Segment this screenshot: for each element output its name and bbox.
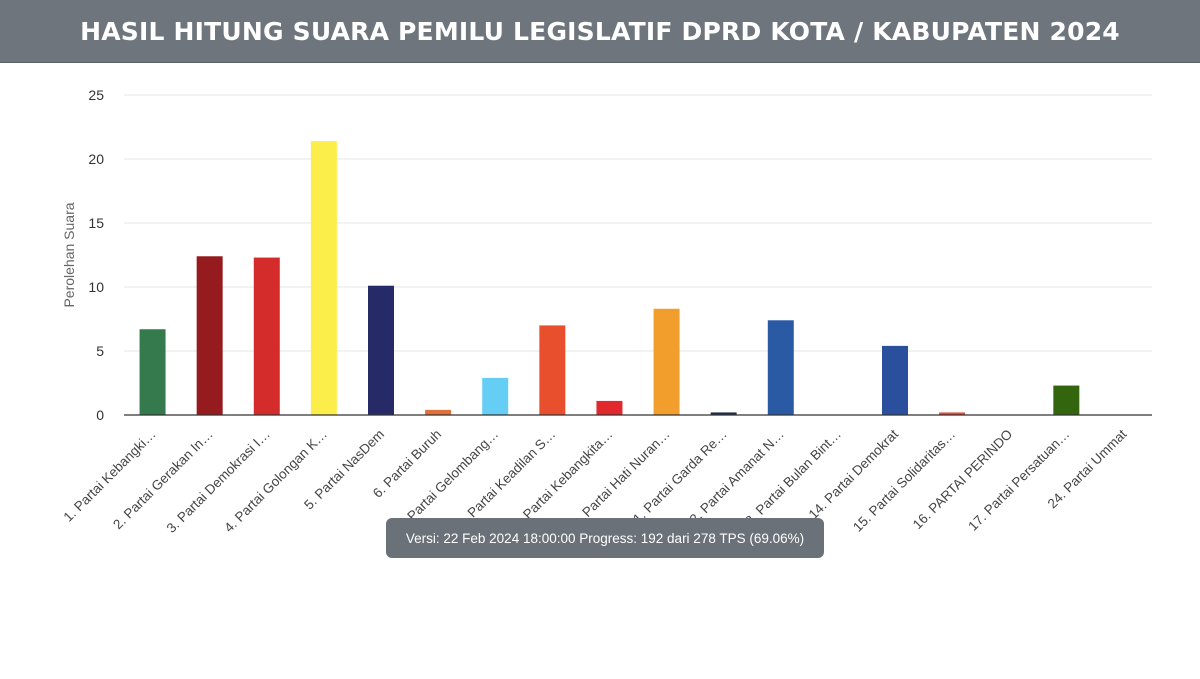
page-title: HASIL HITUNG SUARA PEMILU LEGISLATIF DPR… <box>80 16 1120 46</box>
page-header: HASIL HITUNG SUARA PEMILU LEGISLATIF DPR… <box>0 0 1200 63</box>
y-tick-label: 25 <box>88 87 104 103</box>
tooltip-text: Versi: 22 Feb 2024 18:00:00 Progress: 19… <box>405 530 805 546</box>
x-category-label: 9. Partai Kebangkita… <box>509 427 615 533</box>
bar-8[interactable] <box>539 325 566 415</box>
bar-6[interactable] <box>425 409 452 415</box>
bar-9[interactable] <box>596 400 623 415</box>
bars <box>139 141 1080 415</box>
x-category-label: 4. Partai Golongan K… <box>221 427 330 536</box>
bar-12[interactable] <box>767 320 794 415</box>
y-tick-label: 0 <box>96 407 104 423</box>
bar-11[interactable] <box>710 412 737 415</box>
x-category-label: 2. Partai Gerakan In… <box>110 427 216 533</box>
y-tick-label: 5 <box>96 343 104 359</box>
bar-10[interactable] <box>653 308 680 415</box>
x-category-label: 12. Partai Amanat N… <box>681 427 787 533</box>
bar-15[interactable] <box>939 412 966 415</box>
y-axis-title: Perolehan Suara <box>61 202 77 307</box>
y-tick-label: 10 <box>88 279 104 295</box>
x-category-label: 3. Partai Demokrasi I… <box>164 427 273 536</box>
y-tick-label: 20 <box>88 151 104 167</box>
y-tick-label: 15 <box>88 215 104 231</box>
y-axis-ticks: 0 5 10 15 20 25 <box>88 87 104 423</box>
bar-4[interactable] <box>310 141 337 415</box>
vote-count-bar-chart: 0 5 10 15 20 25 Perolehan Suara 1. Partai Keb… <box>61 87 1152 536</box>
bar-14[interactable] <box>882 345 908 415</box>
x-category-label: 1. Partai Kebangki… <box>61 427 159 525</box>
x-category-label: 16. PARTAI PERINDO <box>910 427 1016 533</box>
x-category-label: 8. Partai Keadilan S… <box>454 427 559 532</box>
bar-17[interactable] <box>1053 385 1080 415</box>
x-category-label: 17. Partai Persatuan… <box>965 427 1072 534</box>
bar-2[interactable] <box>196 256 223 415</box>
bar-1[interactable] <box>139 329 166 415</box>
x-category-label: 15. Partai Solidaritas… <box>850 427 958 535</box>
version-progress-tooltip: Versi: 22 Feb 2024 18:00:00 Progress: 19… <box>386 518 824 558</box>
bar-5[interactable] <box>368 285 394 415</box>
gridlines <box>124 94 1152 352</box>
bar-3[interactable] <box>253 257 280 415</box>
bar-7[interactable] <box>482 377 509 415</box>
x-category-label: 11. Partai Garda Re… <box>625 427 729 531</box>
